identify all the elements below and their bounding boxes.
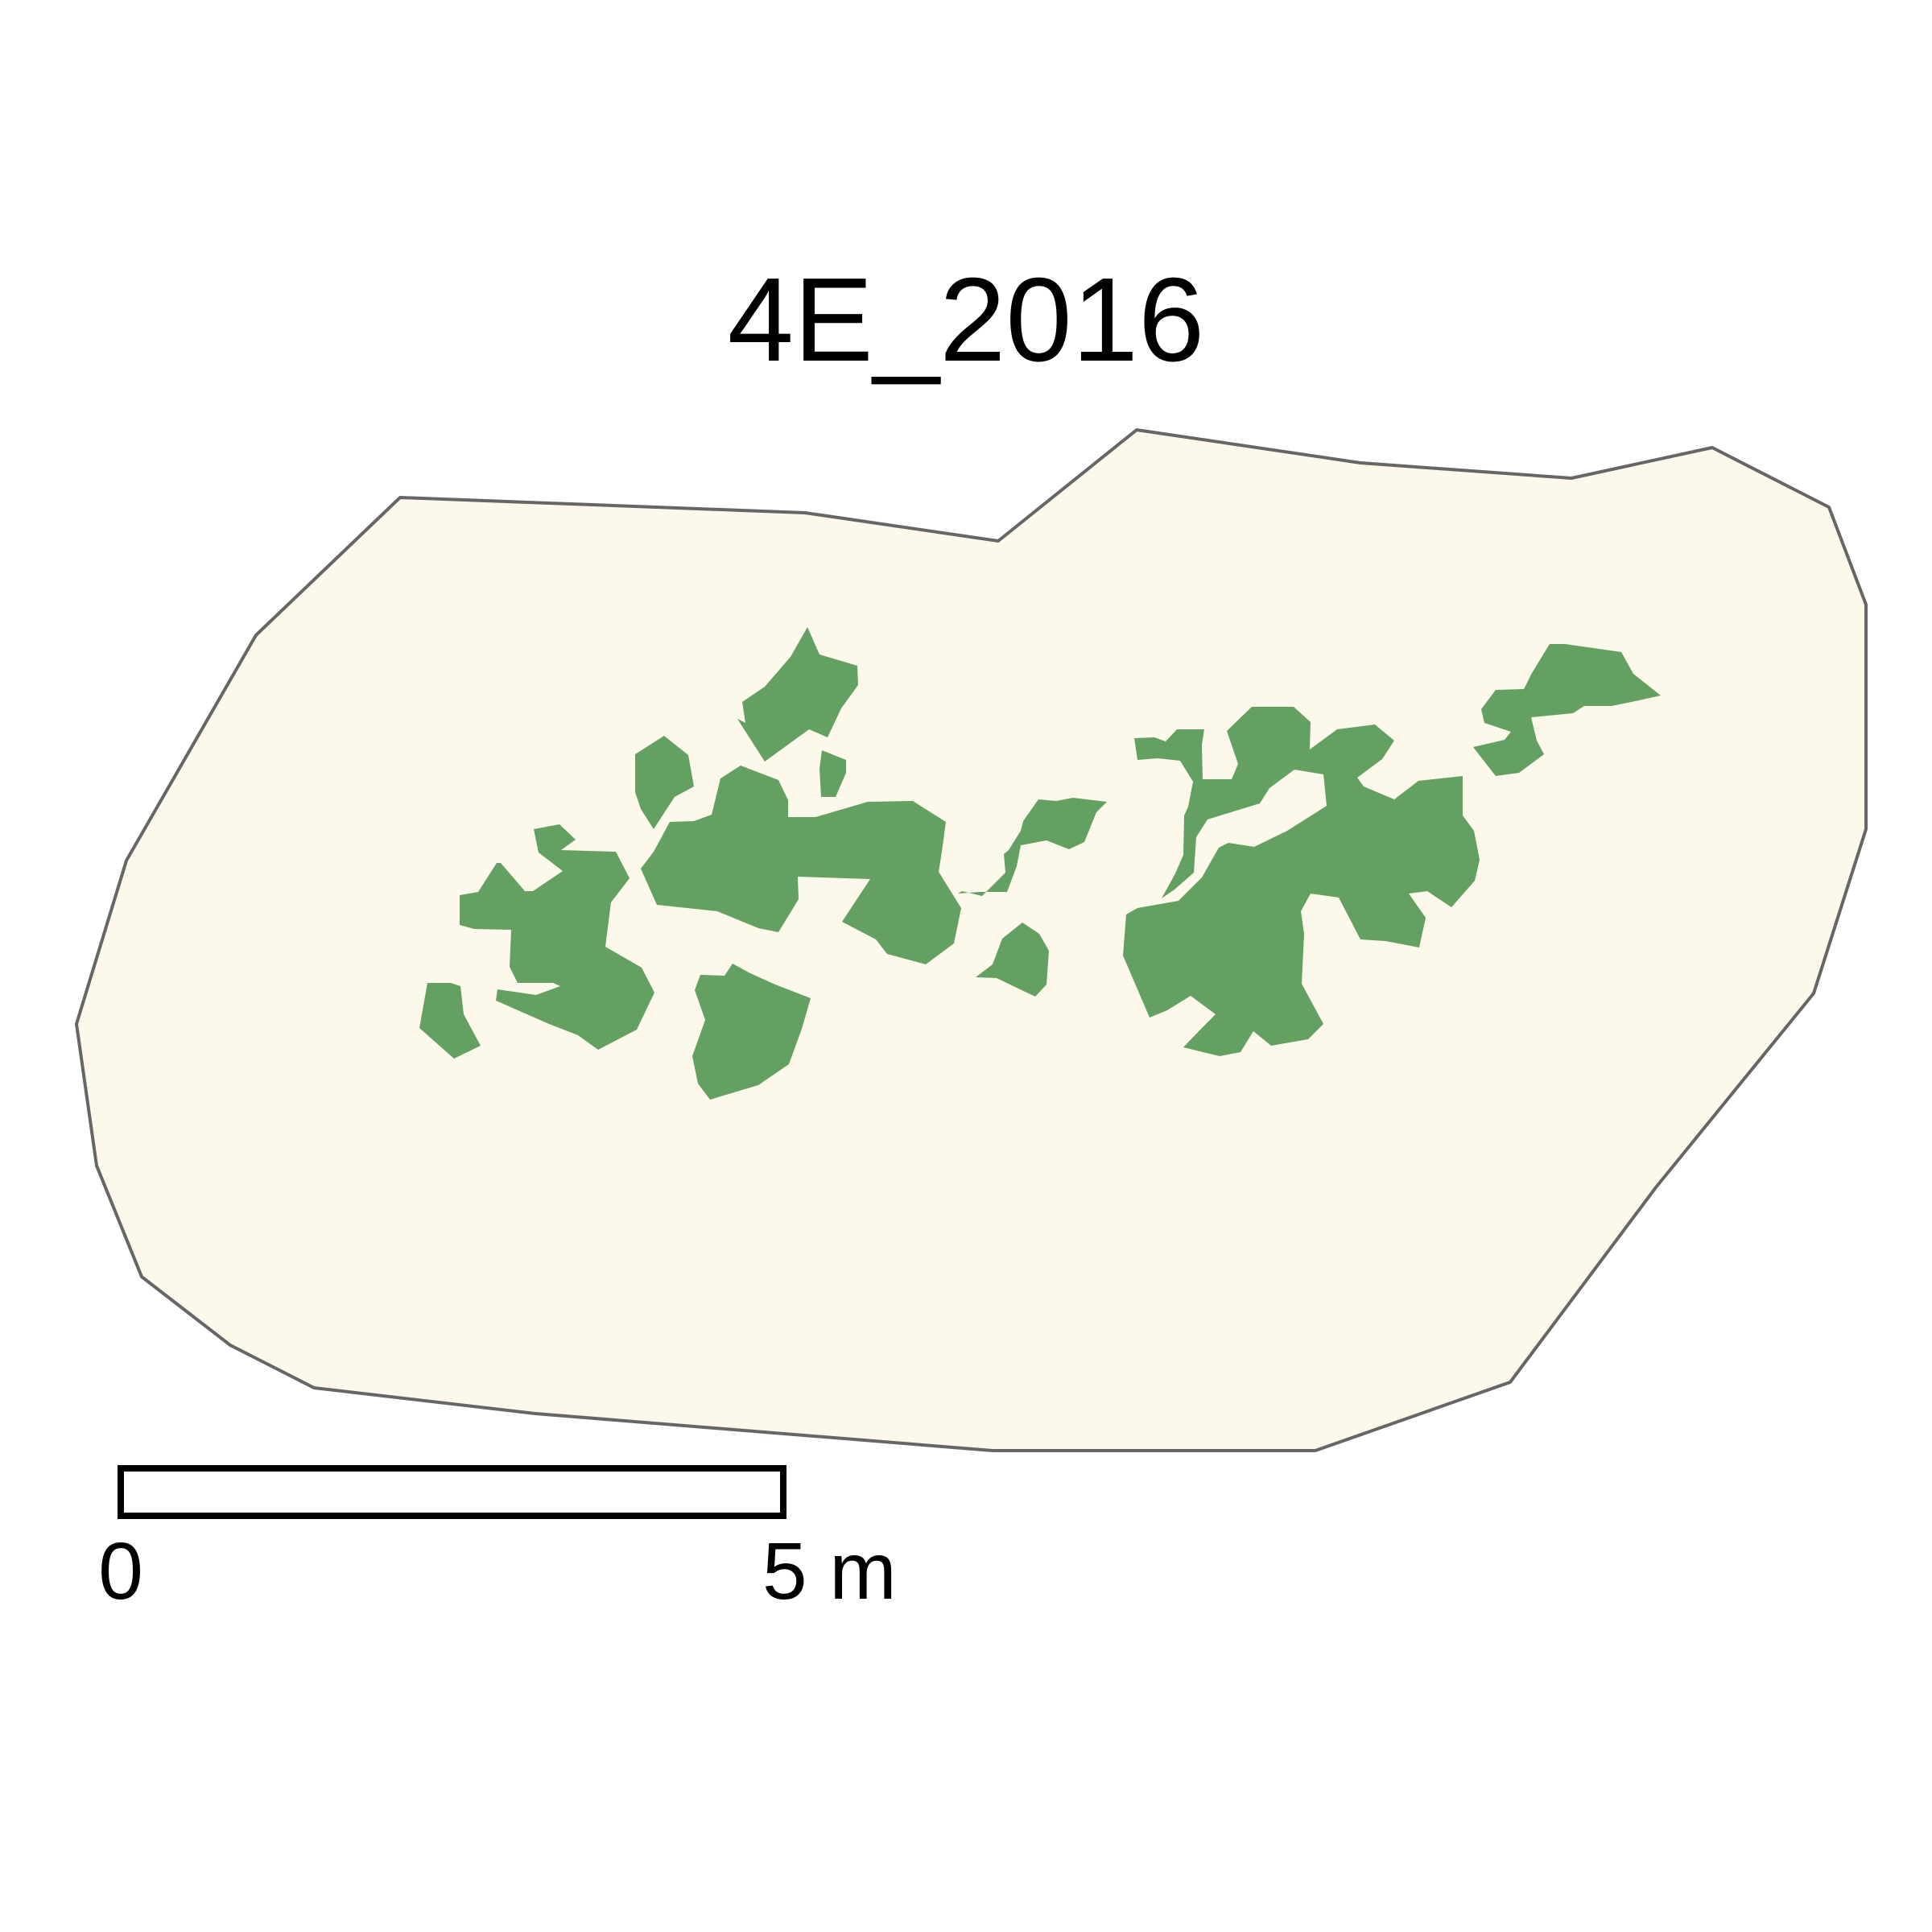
vegetation-layer [419,627,1661,1100]
scale-bar: 0 5 m [98,1465,897,1616]
vegetation-patch [641,766,961,964]
vegetation-patch [819,750,846,797]
vegetation-patch [737,627,858,762]
vegetation-patch [692,964,811,1100]
map-title: 4E_2016 [728,254,1205,386]
scale-bar-box [118,1465,786,1519]
vegetation-patch [419,983,481,1059]
vegetation-patch [1123,707,1480,1056]
scale-label-end: 5 m [762,1526,897,1616]
vegetation-patch [460,824,654,1050]
plot-boundary [75,428,1868,1452]
vegetation-patch [958,798,1107,896]
vegetation-patch [976,923,1049,997]
vegetation-patch [635,736,694,829]
vegetation-patch [1473,644,1661,776]
scale-label-start: 0 [98,1526,143,1616]
